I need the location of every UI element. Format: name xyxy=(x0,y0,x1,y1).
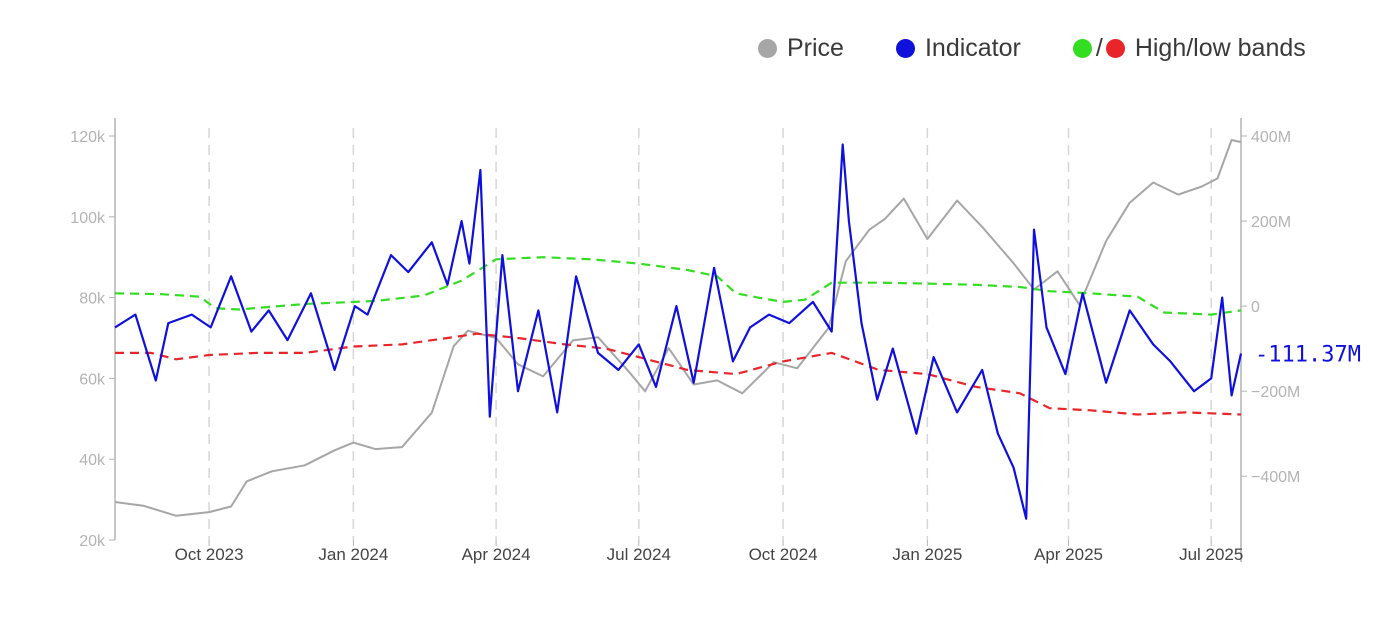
axes xyxy=(109,118,1247,562)
low-band-line xyxy=(115,332,1242,416)
gridlines xyxy=(208,128,1212,540)
legend-label-indicator: Indicator xyxy=(924,34,1021,62)
y-right-tick-label: 400M xyxy=(1251,129,1291,146)
legend-item-price[interactable]: Price xyxy=(758,34,844,63)
y-left-tick-label: 40k xyxy=(79,452,106,469)
legend-label-bands: High/low bands xyxy=(1134,34,1306,62)
x-tick-label: Oct 2023 xyxy=(175,545,244,564)
x-tick-label: Jan 2025 xyxy=(892,545,962,564)
last-value-label: -111.37M xyxy=(1255,342,1361,367)
x-tick-label: Jul 2025 xyxy=(1179,545,1243,564)
y-left-tick-label: 60k xyxy=(79,371,106,388)
high-band-line xyxy=(114,256,1242,316)
labels: Oct 2023 Jan 2024 Apr 2024 Jul 2024 Oct 2024… xyxy=(70,129,1361,564)
y-left-tick-label: 120k xyxy=(70,129,106,146)
y-right-tick-label: 200M xyxy=(1251,214,1291,231)
legend-item-indicator[interactable]: Indicator xyxy=(895,34,1021,63)
legend-item-bands[interactable]: / High/low bands xyxy=(1072,34,1306,63)
indicator-swatch xyxy=(895,39,915,58)
price-swatch xyxy=(758,39,777,58)
legend: Price Indicator / High/low bands xyxy=(758,34,1306,63)
legend-separator: / xyxy=(1095,34,1103,62)
y-left-tick-label: 100k xyxy=(70,210,106,227)
indicator-line xyxy=(114,143,1243,520)
x-tick-label: Jan 2024 xyxy=(318,545,388,564)
x-tick-label: Oct 2024 xyxy=(749,545,818,564)
x-tick-label: Apr 2024 xyxy=(462,545,531,564)
series-layer xyxy=(114,139,1243,520)
low-band-swatch xyxy=(1105,39,1125,58)
price-line xyxy=(114,139,1242,517)
y-right-tick-label: −400M xyxy=(1251,469,1300,486)
y-right-tick-label: 0 xyxy=(1251,299,1260,316)
y-left-tick-label: 20k xyxy=(79,533,106,550)
high-band-swatch xyxy=(1072,39,1092,58)
x-tick-label: Jul 2024 xyxy=(607,545,671,564)
legend-label-price: Price xyxy=(787,34,844,62)
x-tick-label: Apr 2025 xyxy=(1034,545,1103,564)
y-right-tick-label: −200M xyxy=(1251,384,1300,401)
y-left-tick-label: 80k xyxy=(79,291,106,308)
